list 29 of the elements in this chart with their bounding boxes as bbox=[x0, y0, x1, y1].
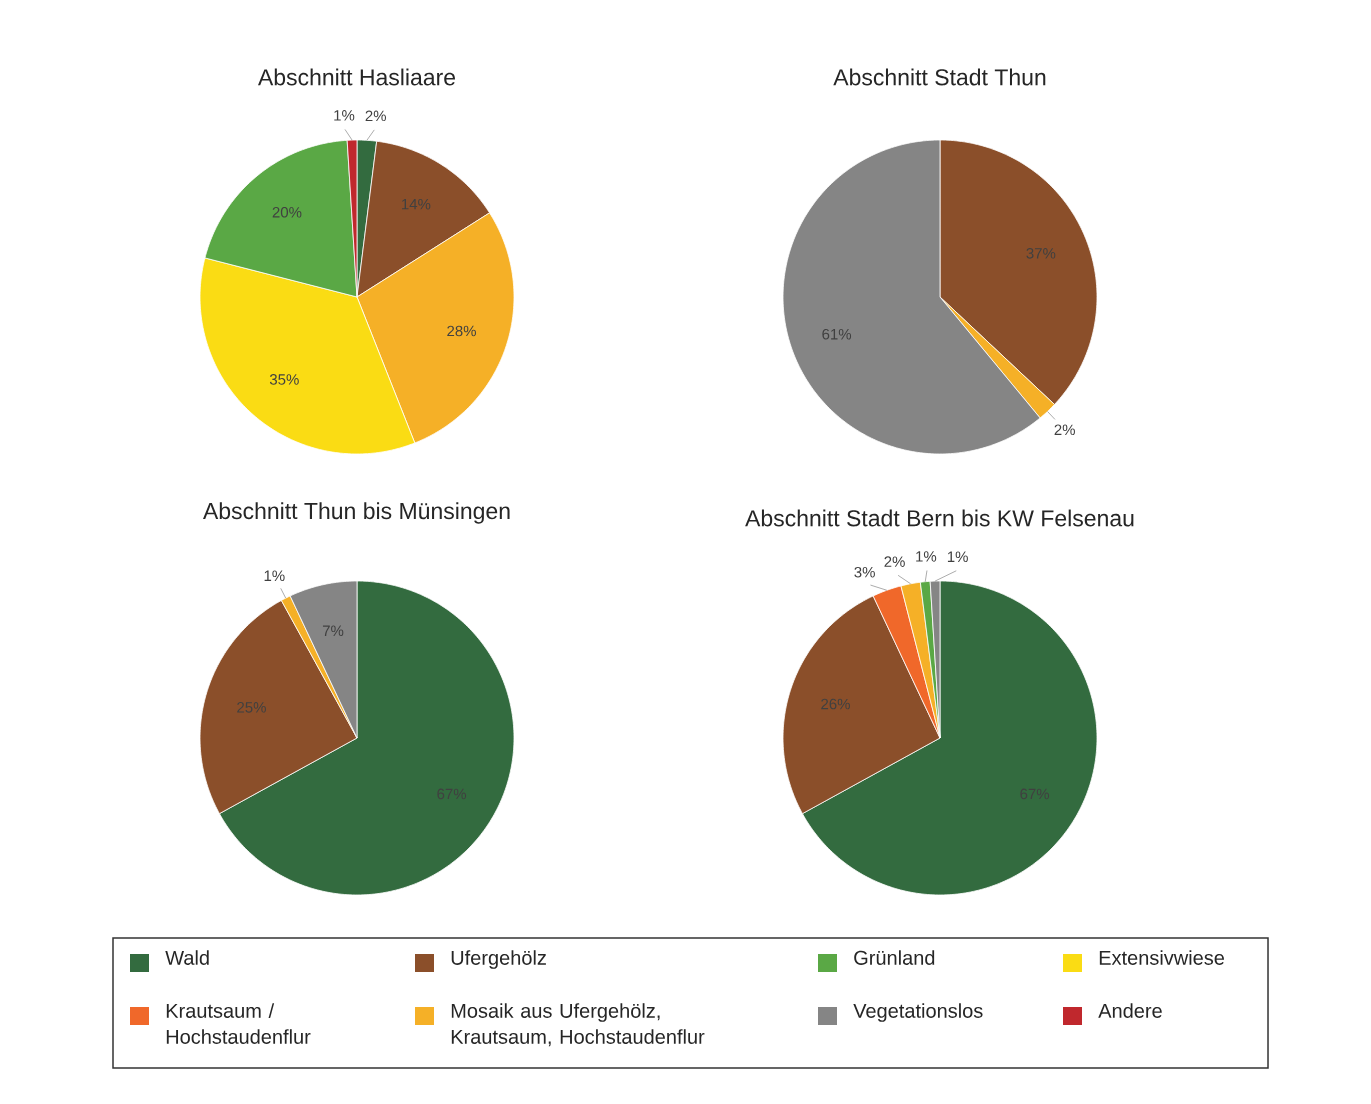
data-label: 7% bbox=[322, 625, 344, 636]
data-label: 35% bbox=[269, 374, 299, 385]
data-label: 1% bbox=[334, 110, 355, 121]
chart-title: Abschnitt Hasliaare bbox=[257, 68, 456, 86]
data-label: 20% bbox=[272, 206, 302, 218]
data-label: 1% bbox=[916, 551, 937, 562]
chart-title: Abschnitt Stadt Thun bbox=[833, 68, 1046, 86]
category-label: Wald bbox=[165, 950, 209, 965]
category-label: Grünland bbox=[854, 950, 935, 965]
data-label: 25% bbox=[237, 702, 266, 713]
chart-title: Abschnitt Stadt Bern bis KW Felsenau bbox=[745, 509, 1134, 527]
data-label: 28% bbox=[447, 325, 476, 337]
category-label: Vegetationslos bbox=[853, 1003, 983, 1022]
chart-title: Abschnitt Thun bis Münsingen bbox=[202, 502, 510, 524]
data-label: 26% bbox=[821, 698, 850, 710]
data-label: 14% bbox=[402, 198, 431, 210]
data-label: 61% bbox=[822, 328, 852, 340]
data-label: 2% bbox=[365, 110, 387, 122]
category-label: Ufergehölz bbox=[451, 950, 546, 969]
category-label: Mosaik aus Ufergehölz, Krautsaum, Hochstaudenflur bbox=[451, 1003, 705, 1047]
category-label: Krautsaum / Hochstaudenflur bbox=[166, 1003, 311, 1044]
data-label: 2% bbox=[884, 556, 905, 567]
data-label: 1% bbox=[264, 570, 285, 581]
category-label: Extensivwiese bbox=[1099, 950, 1225, 965]
data-label: 3% bbox=[854, 566, 875, 578]
data-label: 1% bbox=[947, 551, 968, 562]
data-label: 2% bbox=[1054, 424, 1075, 436]
category-label: Andere bbox=[1098, 1003, 1162, 1018]
data-label: 37% bbox=[1026, 248, 1056, 259]
